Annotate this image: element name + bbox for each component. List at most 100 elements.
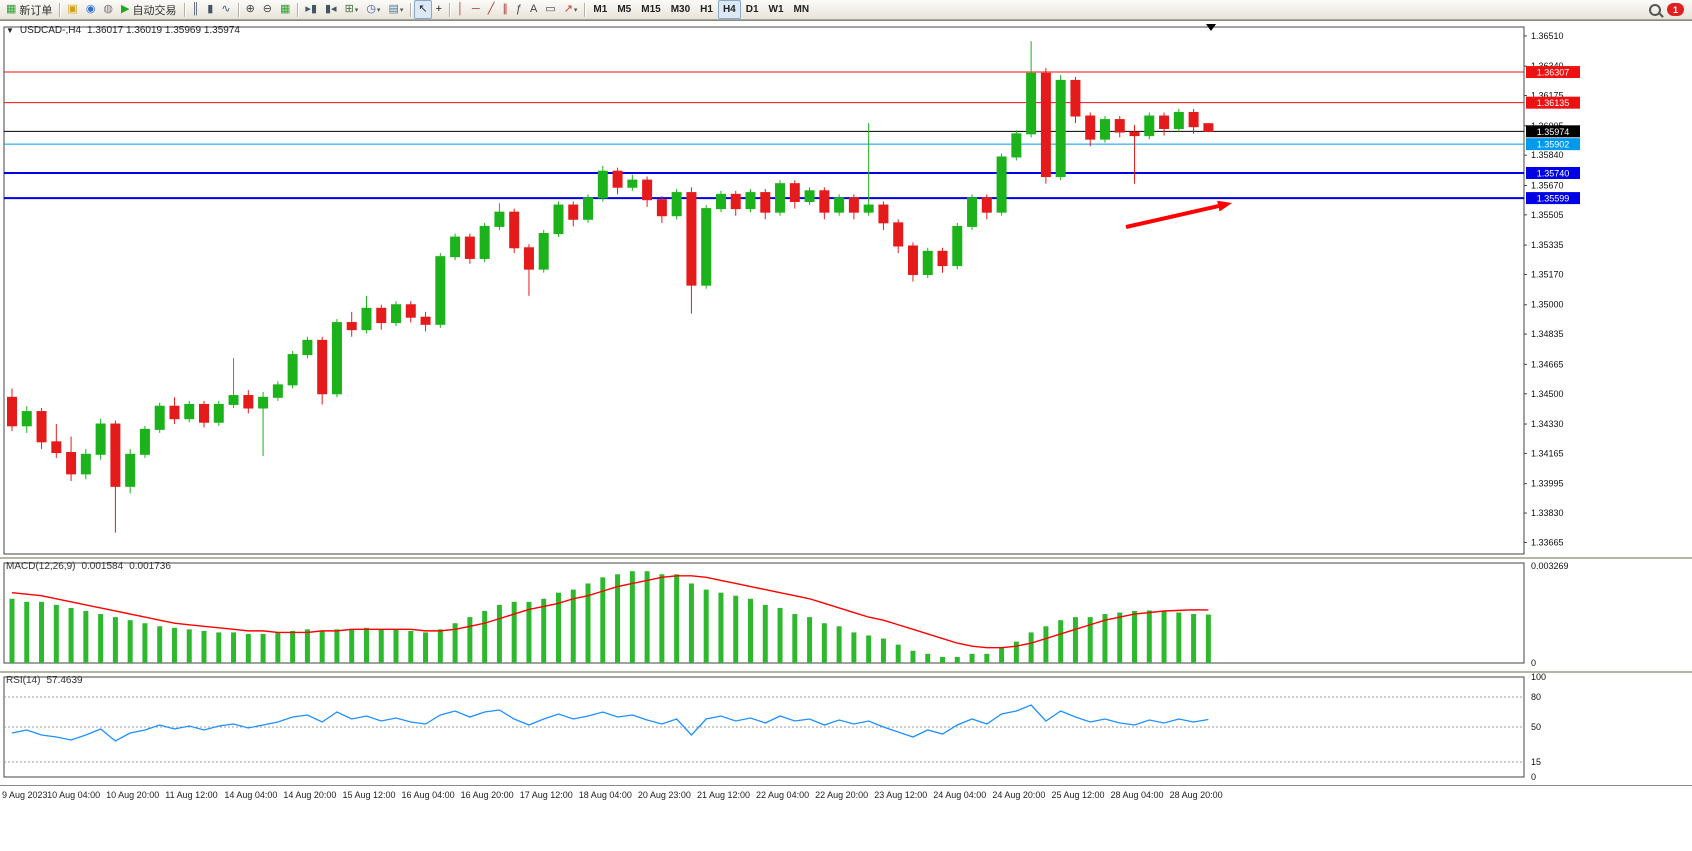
market-icon: ▣ (67, 3, 78, 15)
macd-histogram-bar (378, 629, 384, 663)
support-line-price-tag[interactable] (1526, 166, 1580, 179)
timeframe-h4-button[interactable]: H4 (717, 0, 741, 19)
bear-candle (51, 441, 62, 454)
main-chart-canvas[interactable]: 1.365101.363401.361751.360051.358401.356… (0, 21, 1692, 557)
panel-splitter[interactable] (0, 671, 1692, 673)
timeframe-m30-button[interactable]: M30 (666, 0, 695, 19)
fibonacci-button[interactable]: ƒ (512, 0, 526, 19)
support-line-price-tag[interactable] (1526, 138, 1580, 151)
timeframe-h1-button[interactable]: H1 (695, 0, 718, 19)
macd-histogram-bar (895, 644, 901, 663)
current-price-line-price-tag[interactable] (1526, 125, 1580, 138)
rsi-axis-label: 50 (1531, 722, 1541, 732)
search-icon[interactable] (1649, 3, 1661, 16)
bear-candle (612, 170, 623, 188)
new-chart-icon: ⊞ (344, 3, 354, 15)
new-order-button[interactable]: ▦ 新订单 (2, 0, 56, 19)
label-button[interactable]: ▭ (541, 0, 559, 19)
macd-histogram-bar (762, 604, 768, 663)
macd-histogram-bar (954, 656, 960, 663)
signals-icon: ◉ (85, 3, 96, 15)
macd-canvas[interactable]: 0.003269 0 (0, 559, 1692, 671)
chart-collapse-icon[interactable]: ▼ (6, 25, 14, 35)
price-tag-label: 1.35974 (1537, 127, 1570, 137)
dropdown-arrow-icon: ▾ (376, 6, 381, 14)
toolbar-separator (183, 2, 185, 17)
vertical-line-button[interactable]: │ (453, 0, 468, 19)
auto-scroll-button[interactable]: ▸▮ (301, 0, 321, 19)
price-tag-label: 1.35740 (1537, 168, 1570, 178)
toolbar-separator (59, 2, 61, 17)
price-axis-label: 1.34165 (1531, 448, 1564, 458)
rsi-axis-label: 0 (1531, 772, 1536, 782)
price-tag-label: 1.36307 (1537, 68, 1570, 78)
macd-histogram-bar (748, 598, 753, 663)
trendline-icon: ╱ (487, 3, 495, 15)
bull-candle (863, 204, 874, 213)
new-chart-dropdown[interactable]: ⊞ ▾ (341, 0, 363, 19)
bar-chart-button[interactable]: ║ (188, 0, 204, 19)
text-button[interactable]: A (526, 0, 541, 19)
timeframe-m1-button[interactable]: M1 (588, 0, 612, 19)
bull-candle (553, 204, 564, 235)
label-icon: ▭ (545, 3, 556, 15)
price-axis[interactable]: 1.365101.363401.361751.360051.358401.356… (1524, 31, 1580, 548)
macd-histogram-bar (792, 614, 798, 663)
price-axis-label: 1.35000 (1531, 300, 1564, 310)
toolbar-separator (297, 2, 299, 17)
zoom-in-button[interactable]: ⊕ (242, 0, 259, 19)
signals-button[interactable]: ◉ (82, 0, 100, 19)
tile-windows-button[interactable]: ▦ (276, 0, 294, 19)
template-dropdown[interactable]: ▤ ▾ (384, 0, 407, 19)
channel-button[interactable]: ∥ (498, 0, 512, 19)
time-axis-label: 18 Aug 04:00 (578, 790, 632, 800)
timeframe-d1-button[interactable]: D1 (741, 0, 764, 19)
candlestick-button[interactable]: ▮ (203, 0, 217, 19)
bear-candle (642, 179, 653, 201)
macd-histogram-bar (83, 610, 89, 663)
chart-symbol-label: USDCAD-,H4 (19, 25, 82, 36)
bull-candle (922, 250, 933, 275)
time-axis-label: 14 Aug 20:00 (283, 790, 337, 800)
zoom-out-button[interactable]: ⊖ (259, 0, 276, 19)
trendline-button[interactable]: ╱ (484, 0, 499, 19)
rsi-canvas[interactable]: 100 80 50 15 0 (0, 673, 1692, 785)
bull-candle (80, 453, 91, 475)
period-dropdown[interactable]: ◷ ▾ (362, 0, 384, 19)
panel-splitter[interactable] (0, 557, 1692, 559)
vps-button[interactable]: ◍ (99, 0, 117, 19)
timeframe-m5-button[interactable]: M5 (612, 0, 636, 19)
crosshair-button[interactable]: + (432, 0, 446, 19)
chart-shift-button[interactable]: ▮◂ (321, 0, 341, 19)
arrow-annotation[interactable] (1125, 204, 1219, 229)
time-axis[interactable]: 9 Aug 2023 10 Aug 04:00 10 Aug 20:00 11 Aug… (0, 785, 1692, 804)
macd-signal-line (11, 575, 1209, 649)
bear-candle (36, 411, 47, 443)
arrows-dropdown[interactable]: ↗ ▾ (560, 0, 582, 19)
bear-candle (243, 395, 254, 409)
timeframe-m5-button-label: M5 (617, 4, 632, 15)
auto-trading-button[interactable]: ▶ 自动交易 (117, 0, 180, 19)
bull-candle (715, 193, 726, 210)
bull-candle (287, 354, 298, 386)
bull-candle (1026, 72, 1037, 135)
chart-shift-marker[interactable] (1206, 24, 1216, 31)
resistance-line-price-tag[interactable] (1526, 66, 1580, 79)
notification-badge[interactable]: 1 (1667, 3, 1684, 16)
bear-candle (789, 183, 800, 202)
horizontal-line-button[interactable]: ─ (468, 0, 484, 19)
time-axis-label: 17 Aug 12:00 (519, 790, 573, 800)
timeframe-mn-button[interactable]: MN (789, 0, 815, 19)
resistance-line-price-tag[interactable] (1526, 96, 1580, 109)
support-line-price-tag[interactable] (1526, 192, 1580, 205)
bear-candle (1085, 115, 1096, 140)
channel-icon: ∥ (502, 3, 508, 15)
timeframe-w1-button[interactable]: W1 (764, 0, 789, 19)
cursor-button[interactable]: ↖ (414, 0, 432, 19)
timeframe-m15-button[interactable]: M15 (636, 0, 665, 19)
macd-histogram-bar (688, 583, 694, 663)
line-chart-button[interactable]: ∿ (217, 0, 234, 19)
bear-candle (730, 193, 741, 210)
arrow-annotation-head[interactable] (1217, 200, 1232, 212)
market-button[interactable]: ▣ (63, 0, 81, 19)
